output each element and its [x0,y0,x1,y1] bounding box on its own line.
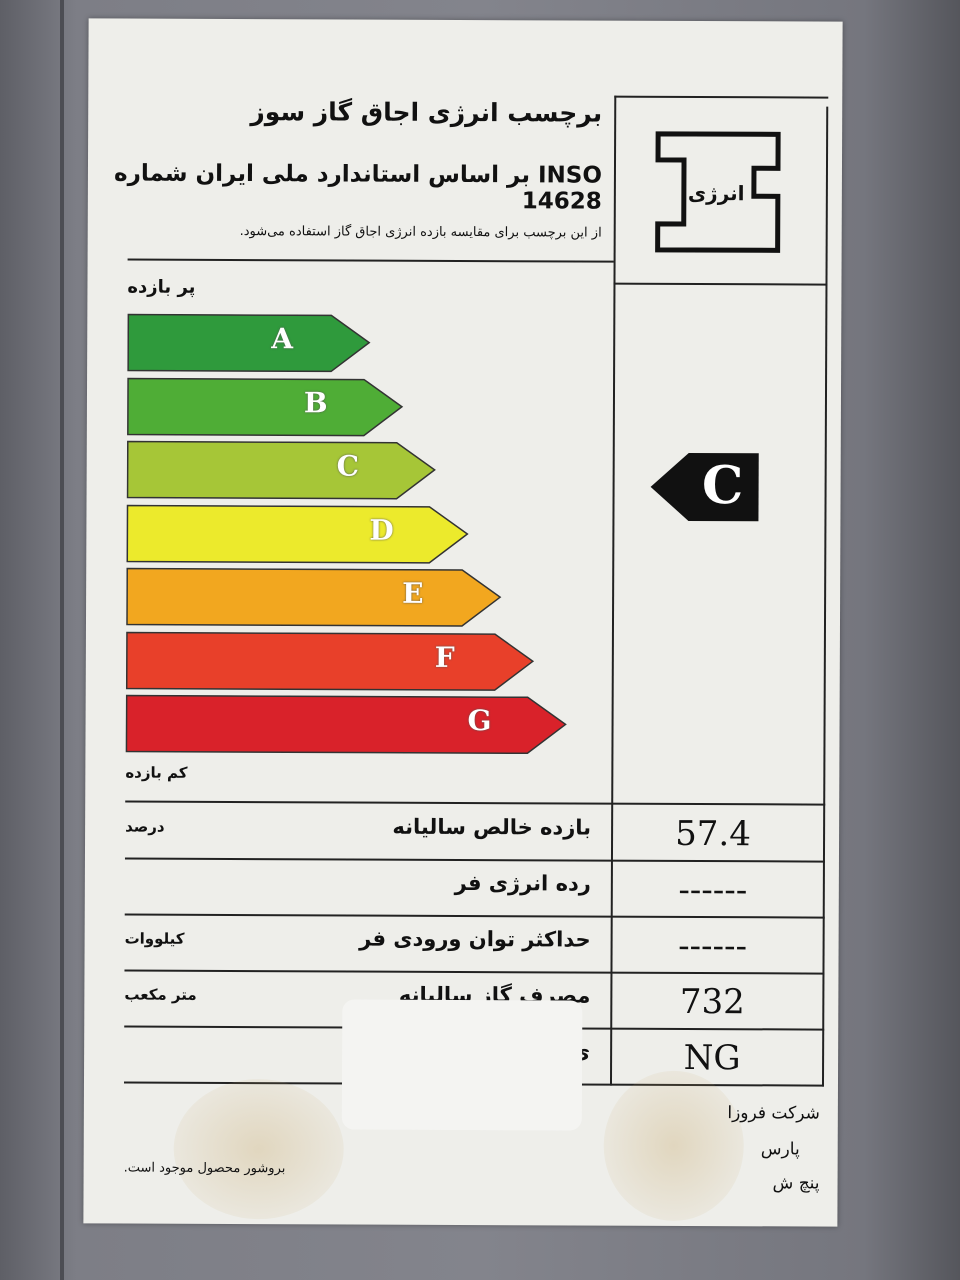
energy-class-letter: A [271,322,294,356]
rating-indicator: C [648,451,760,527]
high-efficiency-label: پر بازده [127,276,196,298]
row-divider [124,913,825,919]
stain [603,1070,745,1222]
energy-class-bar-d: D [126,504,469,564]
right-border [821,106,829,1087]
row-value: 57.4 [675,813,752,855]
energy-class-bar-g: G [125,694,567,755]
energy-class-letter: C [336,449,360,483]
energy-class-letter: E [402,576,424,610]
row-value: ------ [678,869,748,911]
energy-class-letter: G [467,704,492,738]
energy-class-letter: D [369,513,394,547]
row-label: بازده خالص سالیانه [392,814,592,840]
stain [173,1078,345,1220]
energy-logo-icon [655,131,781,253]
header-divider [127,258,614,263]
table-top [125,800,826,806]
energy-class-bar-a: A [127,313,371,373]
energy-class-letter: F [434,640,455,674]
row-value: ------ [678,925,748,967]
energy-class-bar-b: B [127,377,404,436]
row-unit: درصد [125,817,165,836]
energy-class-letter: B [303,385,328,419]
manufacturer-line: شرکت فروزا [727,1103,820,1124]
row-divider [124,857,825,863]
label-title: برچسب انرژی اجاق گاز سوز [250,97,603,128]
energy-class-bar-c: C [126,440,437,500]
panel-seam [60,0,64,1280]
logo-text: انرژی [687,180,745,206]
row-divider [124,969,825,975]
rating-arrow-icon [650,452,759,522]
rating-letter: C [701,455,744,517]
energy-class-bar-f: F [125,631,535,691]
manufacturer-line: پنچ ش [772,1173,820,1194]
box-top [614,95,829,99]
row-value: NG [683,1037,741,1079]
row-label: رده انرژی فر [454,870,591,896]
energy-label: برچسب انرژی اجاق گاز سوز INSO بر اساس اس… [83,18,843,1227]
row-value: 732 [679,981,745,1023]
manufacturer-line: پارس [760,1139,800,1160]
label-standard: INSO بر اساس استاندارد ملی ایران شماره 1… [113,160,603,215]
label-note: از این برچسب برای مقایسه بازده انرژی اجا… [239,224,602,241]
energy-class-bar-e: E [126,567,502,627]
brochure-note: بروشور محصول موجود است. [123,1160,286,1177]
row-label: حداکثر توان ورودی فر [359,926,591,952]
row-unit: متر مکعب [124,985,197,1004]
row-unit: کیلووات [124,929,185,948]
logo-divider [613,282,828,286]
torn-area [341,999,583,1131]
low-efficiency-label: کم بازده [125,763,188,782]
